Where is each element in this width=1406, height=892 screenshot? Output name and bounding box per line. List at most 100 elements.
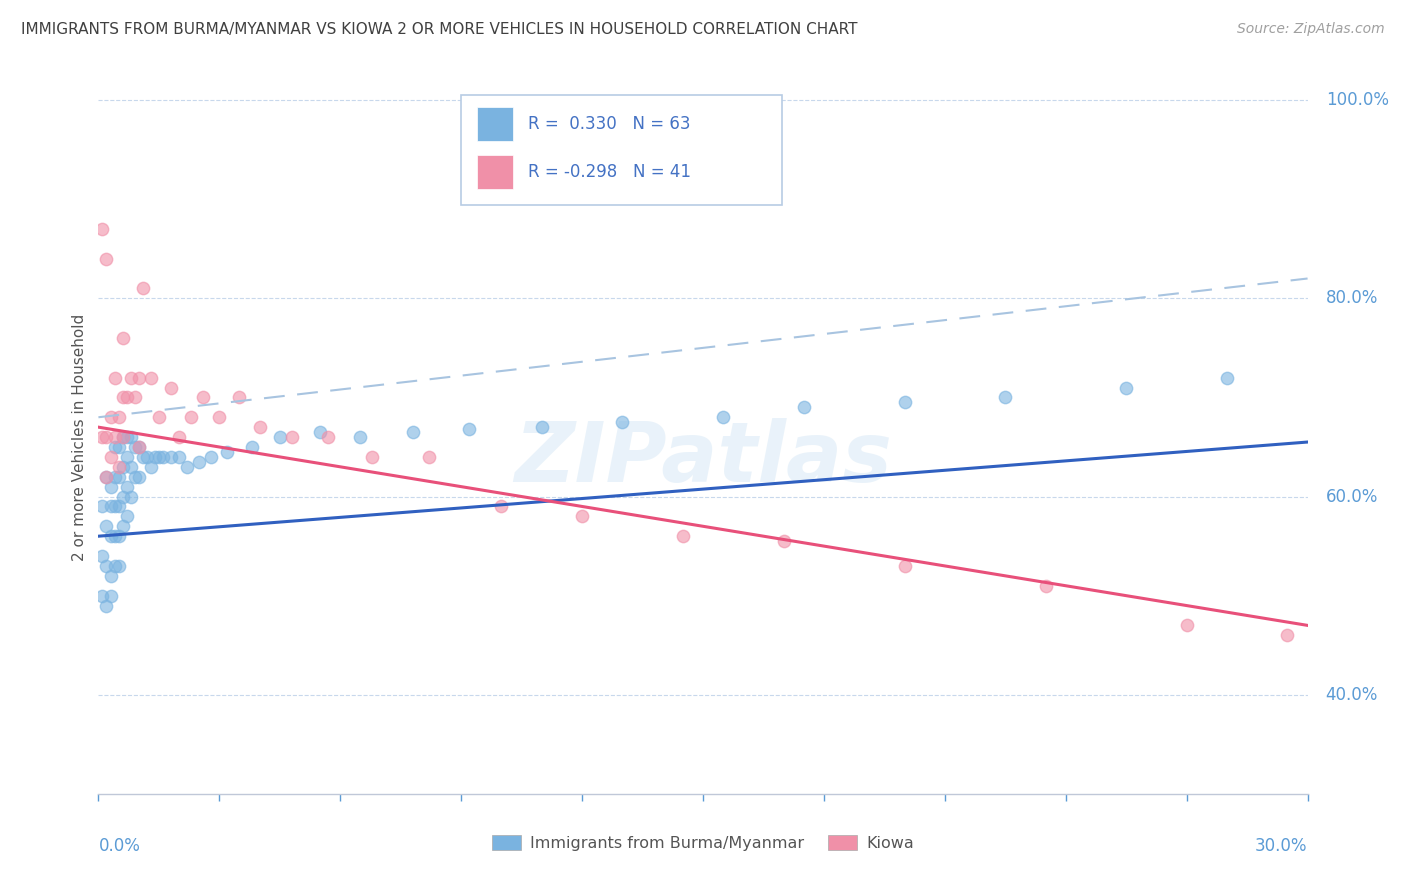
Point <box>135 450 157 464</box>
Legend: Immigrants from Burma/Myanmar, Kiowa: Immigrants from Burma/Myanmar, Kiowa <box>485 829 921 857</box>
Point <box>124 391 146 405</box>
Point <box>128 440 150 454</box>
Point <box>107 440 129 454</box>
Point <box>96 430 118 444</box>
Point <box>103 529 125 543</box>
Point <box>111 430 134 444</box>
Point <box>96 558 118 573</box>
Point <box>107 558 129 573</box>
Point <box>103 558 125 573</box>
Point <box>1115 380 1137 394</box>
Point <box>309 425 332 439</box>
Text: ZIPatlas: ZIPatlas <box>515 418 891 499</box>
Point <box>167 450 190 464</box>
Point <box>148 410 170 425</box>
Point <box>107 529 129 543</box>
Point <box>100 450 122 464</box>
Point <box>96 599 118 613</box>
Point <box>111 459 134 474</box>
Text: Source: ZipAtlas.com: Source: ZipAtlas.com <box>1237 22 1385 37</box>
Point <box>120 430 142 444</box>
Point <box>361 450 384 464</box>
Text: 80.0%: 80.0% <box>1326 289 1378 308</box>
Point <box>91 500 114 514</box>
Point <box>128 440 150 454</box>
Point <box>120 490 142 504</box>
Point <box>152 450 174 464</box>
Point <box>115 391 138 405</box>
Point <box>176 459 198 474</box>
Point <box>281 430 304 444</box>
Point <box>111 519 134 533</box>
Point <box>893 395 915 409</box>
Point <box>107 410 129 425</box>
Point <box>103 469 125 483</box>
Point <box>458 422 481 436</box>
Point <box>115 480 138 494</box>
Bar <box>477 107 513 141</box>
Bar <box>477 155 513 189</box>
Text: 60.0%: 60.0% <box>1326 488 1378 506</box>
Point <box>228 391 250 405</box>
Text: 0.0%: 0.0% <box>98 837 141 855</box>
Point <box>772 534 794 549</box>
Point <box>103 500 125 514</box>
Point <box>100 500 122 514</box>
Point <box>1277 628 1299 642</box>
Point <box>115 509 138 524</box>
Text: 40.0%: 40.0% <box>1326 686 1378 704</box>
Text: IMMIGRANTS FROM BURMA/MYANMAR VS KIOWA 2 OR MORE VEHICLES IN HOUSEHOLD CORRELATI: IMMIGRANTS FROM BURMA/MYANMAR VS KIOWA 2… <box>21 22 858 37</box>
Point <box>103 440 125 454</box>
Point <box>402 425 425 439</box>
Point <box>167 430 190 444</box>
Point <box>418 450 440 464</box>
Text: R =  0.330   N = 63: R = 0.330 N = 63 <box>527 115 690 133</box>
Point <box>188 455 211 469</box>
Point <box>132 281 155 295</box>
Point <box>200 450 222 464</box>
Point <box>115 450 138 464</box>
Point <box>612 415 634 429</box>
Text: 30.0%: 30.0% <box>1256 837 1308 855</box>
Point <box>128 370 150 384</box>
Point <box>91 430 114 444</box>
Point <box>128 469 150 483</box>
Point <box>124 440 146 454</box>
Point <box>100 480 122 494</box>
Point <box>269 430 291 444</box>
Point <box>148 450 170 464</box>
Point <box>1216 370 1239 384</box>
Point <box>100 569 122 583</box>
Point <box>143 450 166 464</box>
Point <box>107 459 129 474</box>
Y-axis label: 2 or more Vehicles in Household: 2 or more Vehicles in Household <box>72 313 87 561</box>
Point <box>160 450 183 464</box>
Point <box>100 529 122 543</box>
Point <box>139 370 162 384</box>
Point <box>208 410 231 425</box>
Point <box>111 391 134 405</box>
Point <box>349 430 371 444</box>
Point <box>120 370 142 384</box>
Point <box>1175 618 1198 632</box>
Point <box>793 401 815 415</box>
Point <box>217 445 239 459</box>
Point <box>103 370 125 384</box>
Point <box>111 331 134 345</box>
FancyBboxPatch shape <box>461 95 782 205</box>
Point <box>139 459 162 474</box>
Point <box>96 469 118 483</box>
Point <box>124 469 146 483</box>
Text: 100.0%: 100.0% <box>1326 91 1389 109</box>
Point <box>491 500 513 514</box>
Point <box>120 459 142 474</box>
Text: R = -0.298   N = 41: R = -0.298 N = 41 <box>527 163 690 181</box>
Point <box>111 430 134 444</box>
Point <box>571 509 593 524</box>
Point <box>103 430 125 444</box>
Point <box>91 222 114 236</box>
Point <box>107 500 129 514</box>
Point <box>115 430 138 444</box>
Point <box>711 410 734 425</box>
Point <box>672 529 695 543</box>
